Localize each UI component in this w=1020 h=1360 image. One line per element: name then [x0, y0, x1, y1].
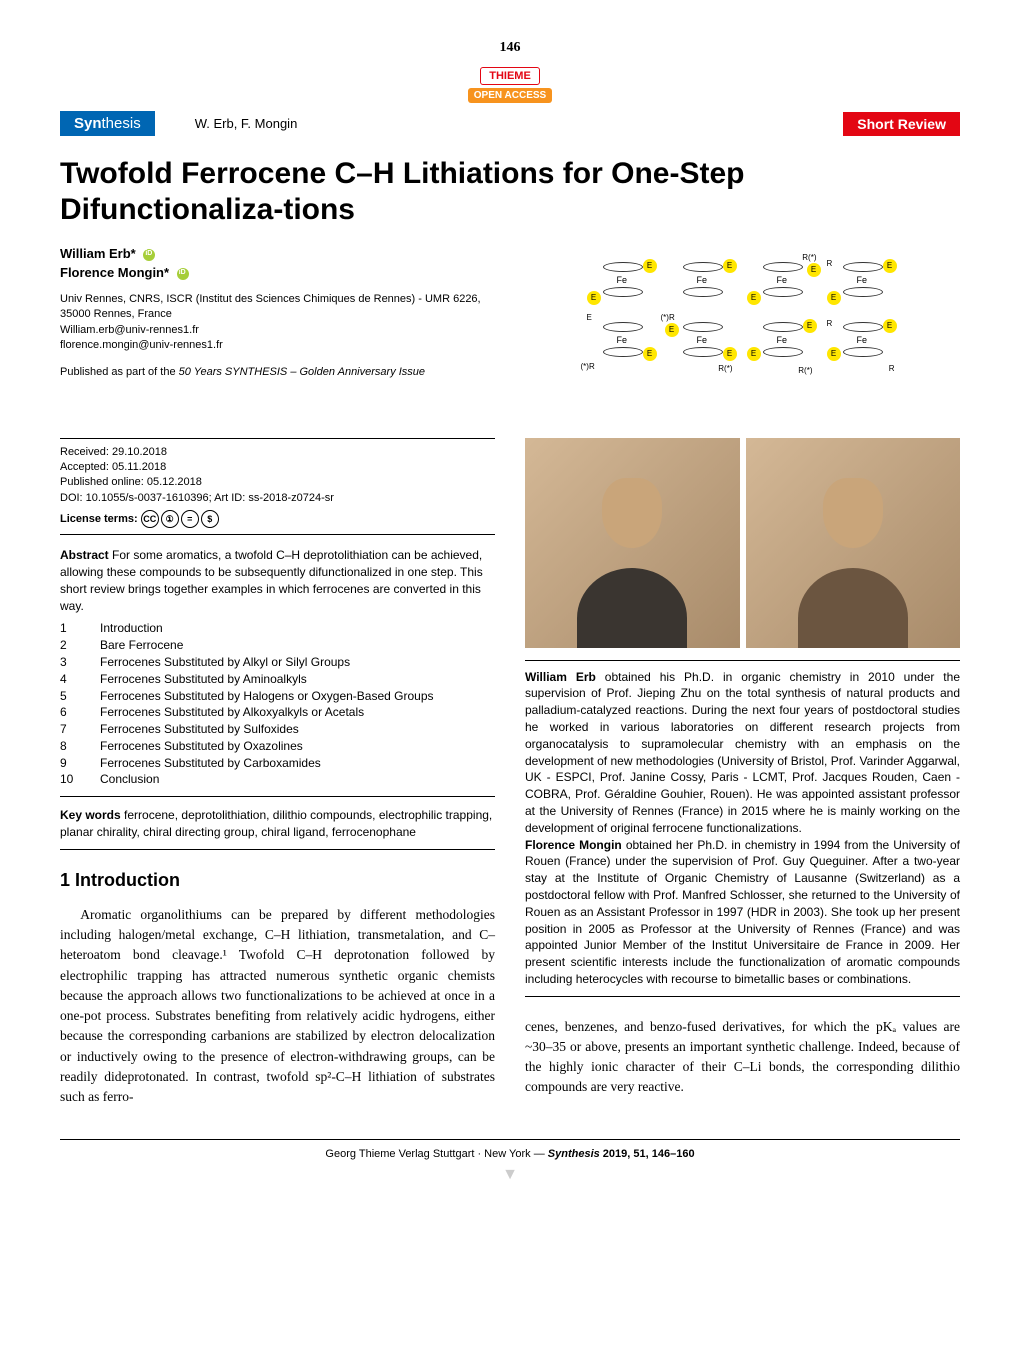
review-type-badge: Short Review: [843, 112, 960, 136]
toc-title: Ferrocenes Substituted by Alkyl or Silyl…: [100, 654, 350, 671]
toc-title: Bare Ferrocene: [100, 637, 183, 654]
toc-title: Ferrocenes Substituted by Oxazolines: [100, 738, 303, 755]
body-text-col2: cenes, benzenes, and benzo-fused derivat…: [525, 1017, 960, 1098]
two-column-layout: Received: 29.10.2018 Accepted: 05.11.201…: [60, 438, 960, 1110]
toc-num: 4: [60, 671, 80, 688]
abstract-label: Abstract: [60, 548, 109, 562]
toc-title: Ferrocenes Substituted by Carboxamides: [100, 755, 321, 772]
toc-title: Ferrocenes Substituted by Sulfoxides: [100, 721, 299, 738]
body-p1: Aromatic organolithiums can be prepared …: [60, 905, 495, 1108]
scroll-down-icon: ▼: [60, 1166, 960, 1184]
toc-num: 8: [60, 738, 80, 755]
article-title: Twofold Ferrocene C–H Lithiations for On…: [60, 156, 960, 228]
bio-2-name: Florence Mongin: [525, 838, 622, 852]
affiliation-line: Univ Rennes, CNRS, ISCR (Institut des Sc…: [60, 292, 495, 323]
article-meta: Received: 29.10.2018 Accepted: 05.11.201…: [60, 438, 495, 536]
header-bar: Synthesis W. Erb, F. Mongin Short Review: [60, 111, 960, 136]
toc-num: 10: [60, 771, 80, 788]
keywords-label: Key words: [60, 808, 121, 822]
author-2-name: Florence Mongin*: [60, 265, 169, 280]
email-1[interactable]: William.erb@univ-rennes1.fr: [60, 323, 495, 338]
body-text-col1: Aromatic organolithiums can be prepared …: [60, 905, 495, 1108]
toc-item: 6 Ferrocenes Substituted by Alkoxyalkyls …: [60, 704, 495, 721]
graphical-abstract: FeEE FeE FeR(*)EE FeREE FeE(*)RE Fe(*)RE…: [525, 246, 960, 378]
received-date: Received: 29.10.2018: [60, 445, 495, 460]
orcid-icon[interactable]: [177, 268, 189, 280]
left-column: Received: 29.10.2018 Accepted: 05.11.201…: [60, 438, 495, 1110]
author-photo-2: [746, 438, 961, 648]
footer: Georg Thieme Verlag Stuttgart · New York…: [60, 1139, 960, 1160]
author-bios: William Erb obtained his Ph.D. in organi…: [525, 660, 960, 997]
toc-title: Conclusion: [100, 771, 159, 788]
publisher-badge-wrap: THIEME OPEN ACCESS: [60, 66, 960, 103]
journal-name-bold: Syn: [74, 115, 102, 132]
page-number: 146: [60, 40, 960, 56]
keywords-block: Key words ferrocene, deprotolithiation, …: [60, 807, 495, 850]
toc-item: 9 Ferrocenes Substituted by Carboxamides: [60, 755, 495, 772]
toc-num: 6: [60, 704, 80, 721]
toc-item: 10 Conclusion: [60, 771, 495, 788]
author-info: William Erb* Florence Mongin* Univ Renne…: [60, 246, 495, 378]
toc-item: 2 Bare Ferrocene: [60, 637, 495, 654]
cc-nd-icon: =: [181, 510, 199, 528]
doi: DOI: 10.1055/s-0037-1610396; Art ID: ss-…: [60, 491, 495, 506]
toc-list: 1 Introduction 2 Bare Ferrocene 3 Ferrocenes …: [60, 620, 495, 788]
author-block: William Erb* Florence Mongin* Univ Renne…: [60, 246, 960, 378]
toc-title: Ferrocenes Substituted by Alkoxyalkyls o…: [100, 704, 364, 721]
toc-title: Ferrocenes Substituted by Aminoalkyls: [100, 671, 307, 688]
cc-icon: CC: [141, 510, 159, 528]
license-row: License terms: CC①=$: [60, 510, 495, 528]
toc-item: 8 Ferrocenes Substituted by Oxazolines: [60, 738, 495, 755]
license-label: License terms:: [60, 513, 138, 525]
authors-short: W. Erb, F. Mongin: [155, 116, 844, 131]
thieme-badge: THIEME: [480, 67, 540, 85]
published-note: Published as part of the 50 Years SYNTHE…: [60, 366, 495, 378]
email-2[interactable]: florence.mongin@univ-rennes1.fr: [60, 338, 495, 353]
cc-by-icon: ①: [161, 510, 179, 528]
toc-num: 2: [60, 637, 80, 654]
toc-item: 1 Introduction: [60, 620, 495, 637]
orcid-icon[interactable]: [143, 249, 155, 261]
toc-num: 5: [60, 688, 80, 705]
open-access-badge: OPEN ACCESS: [468, 88, 552, 103]
footer-prefix: Georg Thieme Verlag Stuttgart · New York…: [325, 1148, 547, 1160]
abstract-text: For some aromatics, a twofold C–H deprot…: [60, 548, 483, 612]
bio-2-text: obtained her Ph.D. in chemistry in 1994 …: [525, 838, 960, 986]
author-2: Florence Mongin*: [60, 265, 495, 280]
toc-num: 9: [60, 755, 80, 772]
footer-suffix: 2019, 51, 146–160: [600, 1148, 695, 1160]
bio-1-text: obtained his Ph.D. in organic chemistry …: [525, 670, 960, 835]
abstract-block: Abstract For some aromatics, a twofold C…: [60, 547, 495, 797]
toc-item: 5 Ferrocenes Substituted by Halogens or O…: [60, 688, 495, 705]
affiliation: Univ Rennes, CNRS, ISCR (Institut des Sc…: [60, 292, 495, 354]
published-date: Published online: 05.12.2018: [60, 475, 495, 490]
accepted-date: Accepted: 05.11.2018: [60, 460, 495, 475]
toc-item: 4 Ferrocenes Substituted by Aminoalkyls: [60, 671, 495, 688]
bio-1-name: William Erb: [525, 670, 596, 684]
author-1: William Erb*: [60, 246, 495, 261]
toc-item: 7 Ferrocenes Substituted by Sulfoxides: [60, 721, 495, 738]
journal-badge: Synthesis: [60, 111, 155, 136]
author-photos: [525, 438, 960, 648]
toc-num: 1: [60, 620, 80, 637]
author-1-name: William Erb*: [60, 246, 136, 261]
toc-num: 3: [60, 654, 80, 671]
section-1-heading: 1 Introduction: [60, 870, 495, 891]
ferrocene-structures: FeEE FeE FeR(*)EE FeREE FeE(*)RE Fe(*)RE…: [593, 257, 893, 367]
toc-item: 3 Ferrocenes Substituted by Alkyl or Sily…: [60, 654, 495, 671]
toc-title: Introduction: [100, 620, 163, 637]
journal-name-thin: thesis: [102, 115, 141, 132]
keywords-text: ferrocene, deprotolithiation, dilithio c…: [60, 808, 492, 839]
right-column: William Erb obtained his Ph.D. in organi…: [525, 438, 960, 1110]
cc-nc-icon: $: [201, 510, 219, 528]
toc-num: 7: [60, 721, 80, 738]
author-photo-1: [525, 438, 740, 648]
published-note-italic: 50 Years SYNTHESIS – Golden Anniversary …: [179, 366, 425, 378]
body-p2: cenes, benzenes, and benzo-fused derivat…: [525, 1017, 960, 1098]
published-note-prefix: Published as part of the: [60, 366, 179, 378]
toc-title: Ferrocenes Substituted by Halogens or Ox…: [100, 688, 434, 705]
footer-journal: Synthesis: [548, 1148, 600, 1160]
